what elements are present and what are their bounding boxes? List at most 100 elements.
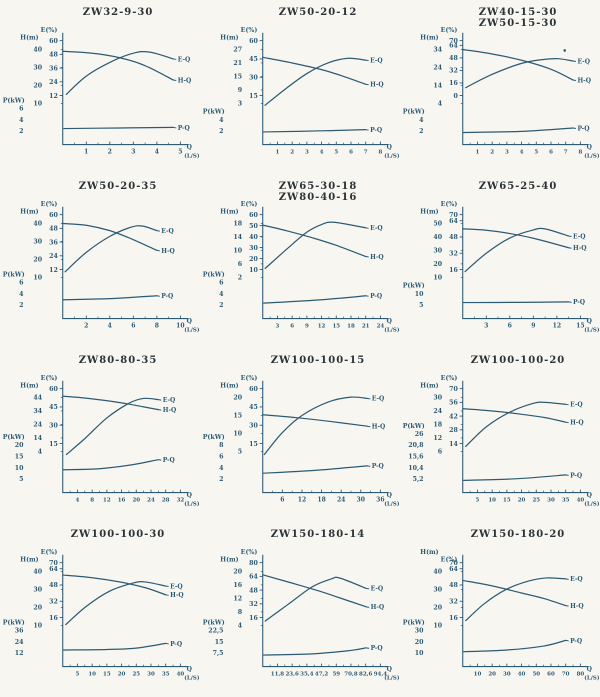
chart-title: ZW40-15-30 ZW50-15-30	[400, 0, 600, 29]
p-tick-label: 20,8	[408, 442, 424, 449]
p-tick-label: 6	[219, 280, 224, 287]
p-tick-label: 10	[415, 291, 424, 298]
flow-q-label: Q	[387, 144, 393, 151]
x-tick-label: 2	[290, 149, 294, 155]
x-tick-label: 59	[332, 671, 340, 677]
curve-label: P-Q	[370, 127, 383, 134]
pq-curve	[263, 295, 367, 304]
pump-performance-plot: E(%)H(m) P(kW) 60 50 40 30 20 10 18 14 10 6 2 6 4 2 3 6 9 1…	[203, 201, 400, 333]
efficiency-axis-label: E(%)	[41, 201, 58, 208]
chart-title: ZW32-9-30	[0, 0, 200, 23]
axis-lines	[262, 554, 389, 668]
p-tick-label: 5,2	[413, 476, 424, 483]
x-tick-label: 4	[76, 497, 80, 503]
p-tick-label: 2	[19, 128, 23, 135]
x-tick-label: 1	[476, 149, 480, 155]
x-tick-label: 9	[531, 322, 535, 329]
head-axis-label: H(m)	[20, 209, 39, 216]
curve-label: H-Q	[570, 420, 584, 427]
x-tick-label: 7	[564, 149, 568, 155]
e-tick-label: 12	[49, 93, 58, 100]
pq-curve	[462, 301, 570, 304]
e-tick-label: 32	[449, 251, 458, 258]
h-tick-label: 30	[33, 239, 42, 246]
head-axis-label: H(m)	[220, 35, 239, 42]
e-tick-label: 45	[249, 56, 258, 63]
h-tick-label: 4	[238, 623, 243, 630]
h-tick-label: 10	[233, 248, 242, 255]
curve-label: H-Q	[371, 604, 385, 611]
p-tick-label: 8	[219, 442, 224, 449]
h-tick-label: 20	[233, 395, 242, 402]
p-tick-label: 6	[19, 106, 24, 113]
x-tick-label: 4	[155, 148, 159, 155]
x-tick-label: 4	[108, 322, 112, 329]
p-tick-label: 26	[415, 431, 424, 438]
x-tick-label: 10	[176, 322, 184, 329]
power-axis-label: P(kW)	[3, 619, 25, 626]
chart-title: ZW100-100-30	[0, 522, 200, 545]
h-tick-label: 12	[433, 435, 442, 442]
power-axis-label: P(kW)	[403, 109, 425, 116]
h-tick-label: 14	[33, 435, 42, 442]
p-tick-label: 4	[219, 465, 224, 472]
e-tick-label: 45	[49, 404, 58, 411]
e-tick-label: 30	[249, 74, 258, 81]
p-tick-label: 2	[219, 476, 223, 483]
h-tick-label: 3	[238, 101, 242, 108]
curve-label: H-Q	[370, 82, 384, 89]
curve-label: E-Q	[163, 397, 176, 404]
x-tick-label: 20	[132, 497, 140, 503]
eq-curve	[263, 396, 368, 456]
eq-curve	[465, 577, 567, 622]
chart-cell-zw100-100-20: ZW100-100-20 E(%) H(m) P(kW) 70 56 42 28 14 30 24 1…	[400, 348, 600, 522]
flow-unit-label: (L/S)	[384, 500, 400, 507]
curve-label: P-Q	[170, 641, 183, 648]
curve-label: E-Q	[370, 225, 383, 232]
h-tick-label: 20	[33, 83, 42, 90]
x-tick-label: 20	[518, 497, 526, 503]
head-axis-label: H(m)	[20, 557, 39, 564]
e-tick-label: 60	[249, 38, 258, 45]
e-tick-label: 64	[449, 566, 458, 573]
x-tick-label: 30	[147, 671, 155, 677]
e-tick-label: 42	[449, 413, 458, 420]
curve-label: H-Q	[577, 77, 591, 84]
p-tick-label: 36	[15, 628, 24, 635]
e-tick-label: 30	[49, 422, 58, 429]
flow-q-label: Q	[187, 492, 193, 499]
x-tick-label: 70	[562, 671, 570, 677]
efficiency-axis-label: E(%)	[441, 201, 458, 208]
curve-label: E-Q	[573, 233, 586, 240]
x-tick-label: 10	[88, 671, 96, 677]
h-tick-label: 30	[433, 248, 442, 255]
h-tick-label: 16	[233, 582, 242, 589]
efficiency-axis-label: E(%)	[241, 549, 258, 556]
x-tick-label: 8	[378, 149, 382, 155]
x-tick-label: 5	[476, 497, 480, 503]
curve-label: H-Q	[178, 77, 192, 84]
flow-q-label: Q	[387, 492, 393, 499]
p-tick-label: 2	[19, 302, 23, 309]
axis-lines	[462, 554, 589, 668]
hq-curve	[462, 228, 570, 249]
e-tick-label: 24	[49, 253, 58, 260]
power-axis-label: P(kW)	[3, 434, 25, 441]
x-tick-label: 30	[357, 496, 365, 503]
efficiency-axis-label: E(%)	[441, 375, 458, 382]
p-tick-label: 10	[15, 465, 24, 472]
p-tick-label: 5	[19, 476, 23, 483]
curve-label: H-Q	[370, 254, 384, 261]
x-tick-label: 6	[290, 323, 294, 329]
curve-label: P-Q	[163, 457, 176, 464]
x-tick-label: 5	[76, 671, 80, 677]
hq-curve	[62, 222, 158, 252]
chart-cell-zw32-9-30: ZW32-9-30 E(%) H(m) P(kW) 60 48 36 24 12 40 30 20 10…	[0, 0, 200, 174]
p-tick-label: 24	[15, 639, 24, 646]
curve-label: E-Q	[577, 58, 590, 65]
h-tick-label: 5	[238, 449, 242, 456]
pq-curve	[262, 465, 368, 474]
h-tick-label: 24	[433, 65, 442, 72]
efficiency-axis-label: E(%)	[241, 27, 258, 34]
